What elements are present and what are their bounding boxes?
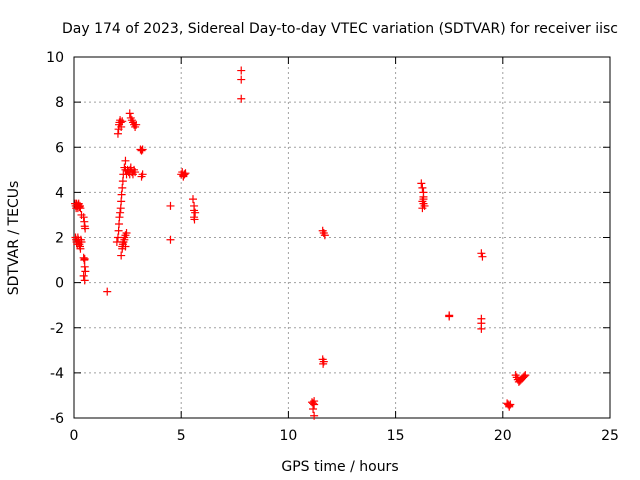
data-point (80, 276, 89, 285)
x-tick-label: 15 (387, 428, 405, 444)
data-point (79, 271, 88, 280)
data-point (79, 213, 88, 222)
data-point (103, 287, 112, 296)
data-point (521, 371, 530, 380)
y-tick-label: -2 (50, 321, 64, 337)
y-tick-label: 10 (46, 50, 64, 66)
data-point (190, 206, 199, 215)
data-point (319, 359, 328, 368)
data-point (125, 109, 134, 118)
data-point (118, 177, 127, 186)
x-tick-label: 10 (279, 428, 297, 444)
data-point (180, 170, 189, 179)
data-point (310, 411, 319, 420)
data-point (114, 226, 123, 235)
data-point (445, 312, 454, 321)
data-point (118, 183, 127, 192)
chart-title: Day 174 of 2023, Sidereal Day-to-day VTE… (62, 21, 618, 37)
data-point (520, 372, 529, 381)
y-tick-label: 6 (55, 140, 64, 156)
data-point (419, 195, 428, 204)
data-point (117, 197, 126, 206)
data-point (478, 252, 487, 261)
data-point (80, 254, 89, 263)
data-point (506, 400, 515, 409)
y-tick-label: 4 (55, 185, 64, 201)
data-point (80, 262, 89, 271)
data-point (117, 190, 126, 199)
x-tick-label: 25 (601, 428, 619, 444)
data-point (137, 146, 146, 155)
data-point (113, 129, 122, 138)
data-point (121, 242, 130, 251)
data-point (76, 204, 85, 213)
x-axis-label: GPS time / hours (281, 459, 398, 475)
y-tick-label: 8 (55, 95, 64, 111)
data-point (310, 397, 319, 406)
data-point (118, 117, 127, 126)
data-point (117, 251, 126, 260)
data-point (77, 238, 86, 247)
data-point (75, 203, 84, 212)
data-point (418, 183, 427, 192)
data-point (115, 219, 124, 228)
y-tick-label: -4 (50, 366, 64, 382)
y-tick-label: 2 (55, 231, 64, 247)
x-tick-label: 20 (494, 428, 512, 444)
data-point (81, 267, 90, 276)
y-axis-label: SDTVAR / TECUs (6, 181, 22, 296)
data-point (138, 145, 147, 154)
data-point (237, 66, 246, 75)
data-point (116, 204, 125, 213)
x-tick-label: 0 (70, 428, 79, 444)
data-point (237, 75, 246, 84)
data-point (237, 94, 246, 103)
data-point (115, 213, 124, 222)
y-tick-label: -6 (50, 411, 64, 427)
y-tick-label: 0 (55, 276, 64, 292)
data-point (166, 235, 175, 244)
data-point (188, 195, 197, 204)
axis-ticks: 0 5 10 15 20 25 -6 -4 -2 0 2 4 6 8 10 (46, 50, 619, 444)
data-point (138, 170, 147, 179)
data-point (132, 120, 141, 129)
data-point (121, 156, 130, 165)
data-point (418, 204, 427, 213)
data-point (76, 244, 85, 253)
x-tick-label: 5 (177, 428, 186, 444)
data-point (417, 179, 426, 188)
data-point (320, 231, 329, 240)
data-point (117, 122, 126, 131)
data-point (179, 171, 188, 180)
data-point (309, 404, 318, 413)
data-point (122, 228, 131, 237)
data-point (131, 168, 140, 177)
data-point (190, 215, 199, 224)
data-point (81, 224, 90, 233)
data-point (477, 324, 486, 333)
data-point (477, 249, 486, 258)
data-point (166, 201, 175, 210)
data-point (120, 235, 129, 244)
data-point (116, 208, 125, 217)
grid-lines (74, 57, 610, 418)
data-points (71, 66, 530, 420)
